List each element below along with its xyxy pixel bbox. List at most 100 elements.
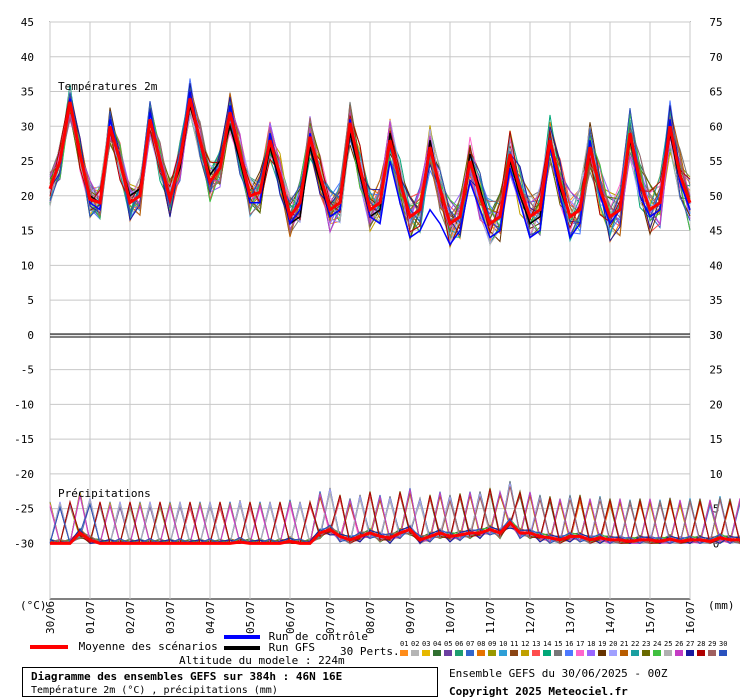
right-tick-label: 10: [709, 468, 722, 481]
pert-legend-number: 24: [653, 640, 662, 648]
pert-legend-number: 15: [554, 640, 563, 648]
left-tick-label: 10: [21, 259, 34, 272]
x-tick-label: 04/07: [204, 601, 217, 634]
pert-legend-number: 13: [532, 640, 541, 648]
pert-legend-swatch: [433, 650, 441, 656]
legend-control-label: Run de contrôle: [268, 630, 368, 643]
pert-legend-number: 21: [620, 640, 629, 648]
right-tick-label: 55: [709, 155, 722, 168]
right-tick-label: 15: [709, 433, 722, 446]
pert-legend-number: 03: [422, 640, 431, 648]
pert-legend-number: 08: [477, 640, 486, 648]
right-tick-label: 60: [709, 120, 722, 133]
pert-legend-number: 12: [521, 640, 530, 648]
right-tick-label: 20: [709, 398, 722, 411]
pert-legend-number: 04: [433, 640, 442, 648]
pert-legend-swatch: [521, 650, 529, 656]
left-tick-label: -25: [14, 503, 34, 516]
pert-legend-swatch: [466, 650, 474, 656]
altitude-label: Altitude du modele : 224m: [179, 654, 345, 667]
x-axis-ticks: 30/06 01/07 02/07 03/07 04/07 05/07 06/07 07/07…: [44, 601, 697, 634]
pert-legend-swatch: [719, 650, 727, 656]
x-tick-label: 11/07: [484, 601, 497, 634]
pert-legend-number: 23: [642, 640, 651, 648]
pert-precip-28: [50, 489, 740, 545]
pert-legend-number: 05: [444, 640, 453, 648]
chart-subtitle: Température 2m (°C) , précipitations (mm…: [31, 685, 278, 696]
legend-gfs: Run GFS: [224, 641, 315, 654]
left-tick-label: 40: [21, 51, 34, 64]
x-tick-label: 15/07: [644, 601, 657, 634]
pert-legend-number: 29: [708, 640, 717, 648]
x-tick-label: 30/06: [44, 601, 57, 634]
right-tick-label: 0: [713, 537, 720, 550]
legend-mean: Moyenne des scénarios: [30, 640, 218, 653]
pert-legend-swatch: [488, 650, 496, 656]
pert-legend-swatch: [620, 650, 628, 656]
pert-precip-27: [49, 525, 740, 545]
right-tick-label: 5: [713, 503, 720, 516]
pert-legend-swatch: [609, 650, 617, 656]
x-tick-label: 08/07: [364, 601, 377, 634]
pert-legend-swatch: [455, 650, 463, 656]
x-tick-label: 02/07: [124, 601, 137, 634]
pert-legend-swatch: [708, 650, 716, 656]
x-tick-label: 05/07: [244, 601, 257, 634]
pert-legend-number: 10: [499, 640, 508, 648]
right-tick-label: 45: [709, 225, 722, 238]
x-tick-label: 10/07: [444, 601, 457, 634]
pert-legend-swatch: [587, 650, 595, 656]
right-tick-label: 25: [709, 364, 722, 377]
legend-mean-label: Moyenne des scénarios: [78, 640, 218, 653]
pert-legend-number: 11: [510, 640, 519, 648]
right-tick-label: 35: [709, 294, 722, 307]
pert-legend-number: 06: [455, 640, 464, 648]
pert-legend-swatch: [565, 650, 573, 656]
left-tick-label: 5: [27, 294, 34, 307]
pert-legend-swatch: [477, 650, 485, 656]
right-tick-label: 65: [709, 86, 722, 99]
grid-lines: [49, 21, 691, 599]
info-box: Diagramme des ensembles GEFS sur 384h : …: [22, 667, 438, 697]
main-series: [48, 91, 740, 545]
left-tick-label: 20: [21, 190, 34, 203]
left-tick-label: -20: [14, 468, 34, 481]
pert-legend-number: 30: [719, 640, 728, 648]
pert-legend-swatch: [400, 650, 408, 656]
mean-temperature-line: [48, 98, 692, 227]
pert-legend-swatch: [422, 650, 430, 656]
pert-legend-number: 19: [598, 640, 607, 648]
left-tick-label: 35: [21, 86, 34, 99]
pert-legend-number: 18: [587, 640, 596, 648]
pert-temp-29: [49, 90, 691, 233]
left-tick-label: -10: [14, 398, 34, 411]
pert-legend-swatch: [444, 650, 452, 656]
pert-legend-swatch: [631, 650, 639, 656]
pert-legend-swatch: [664, 650, 672, 656]
ensemble-run-label: Ensemble GEFS du 30/06/2025 - 00Z: [449, 667, 668, 680]
pert-legend-swatch: [642, 650, 650, 656]
x-tick-label: 16/07: [684, 601, 697, 634]
x-tick-label: 07/07: [324, 601, 337, 634]
pert-legend-number: 28: [697, 640, 706, 648]
pert-legend-swatch: [532, 650, 540, 656]
left-tick-label: 15: [21, 225, 34, 238]
pert-legend-number: 09: [488, 640, 497, 648]
pert-legend-swatch: [510, 650, 518, 656]
left-tick-label: 0: [27, 329, 34, 342]
left-axis-unit: (°C): [20, 599, 47, 612]
pert-legend-number: 20: [609, 640, 618, 648]
left-axis-ticks: 45 40 35 30 25 20 15 10 5 0 -5 -10 -15 -20 -25 -30: [14, 16, 34, 550]
pert-legend-number: 22: [631, 640, 640, 648]
pert-legend-number: 16: [565, 640, 574, 648]
pert-legend-number: 25: [664, 640, 673, 648]
right-tick-label: 30: [709, 329, 722, 342]
chart-title: Diagramme des ensembles GEFS sur 384h : …: [31, 670, 343, 683]
left-tick-label: 30: [21, 120, 34, 133]
x-tick-label: 06/07: [284, 601, 297, 634]
copyright-label: Copyright 2025 Meteociel.fr: [449, 685, 628, 698]
left-tick-label: -5: [21, 364, 34, 377]
right-tick-label: 70: [709, 51, 722, 64]
